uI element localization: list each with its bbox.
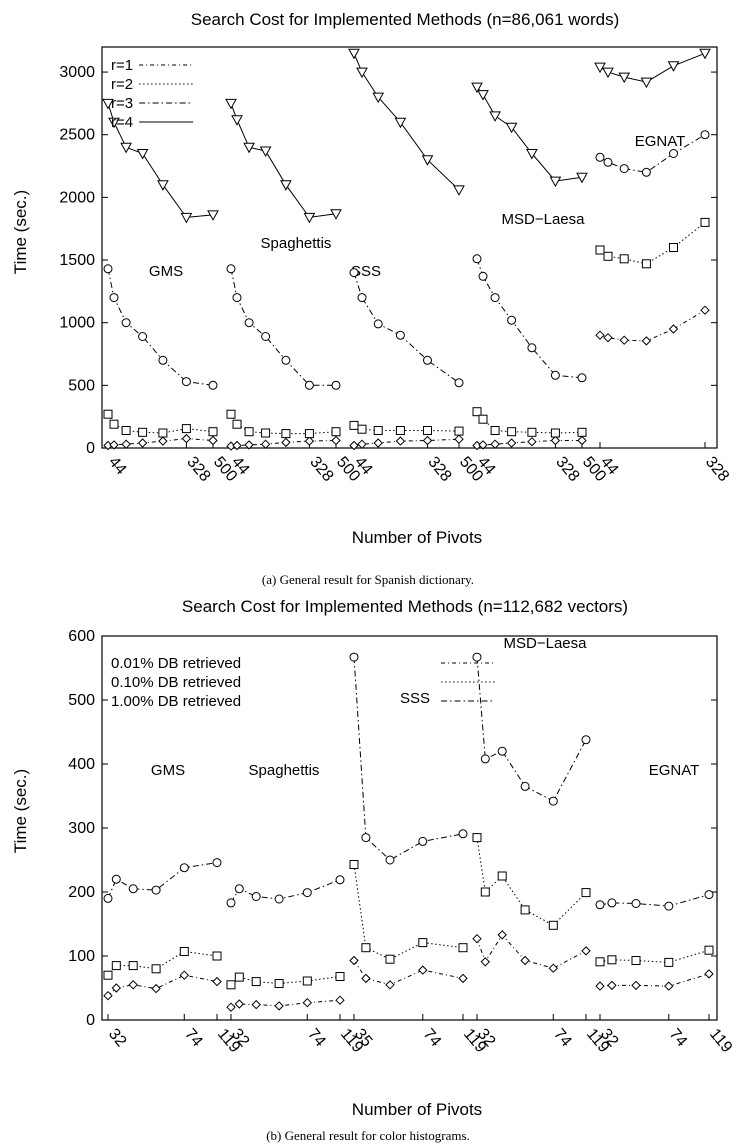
group-label: EGNAT xyxy=(649,762,700,779)
y-tick-label: 1500 xyxy=(59,252,95,269)
legend-entry-label: r=4 xyxy=(111,114,133,131)
legend-entry-label: 0.10% DB retrieved xyxy=(111,674,241,691)
x-tick-label: 328 xyxy=(702,454,732,485)
series-line-triangle-down xyxy=(354,53,459,190)
series-line-circle xyxy=(226,264,341,390)
series-line-square xyxy=(595,217,710,269)
x-tick-label: 44 xyxy=(105,454,130,479)
series-line-circle xyxy=(103,264,218,390)
group-label: MSD−Laesa xyxy=(504,635,588,652)
x-tick-label: 328 xyxy=(306,454,336,485)
y-tick-label: 2000 xyxy=(59,189,95,206)
legend-entry-label: r=3 xyxy=(111,95,133,112)
group-label: SSS xyxy=(400,690,430,707)
x-tick-label: 328 xyxy=(552,454,582,485)
chart-a-caption: (a) General result for Spanish dictionar… xyxy=(262,572,474,587)
x-tick-label: 74 xyxy=(304,1026,329,1051)
x-tick-label: 74 xyxy=(181,1026,206,1051)
chart-a: Search Cost for Implemented Methods (n=8… xyxy=(11,10,732,587)
series-line-square xyxy=(472,407,587,438)
plot-frame xyxy=(101,46,718,449)
chart-b-ylabel: Time (sec.) xyxy=(11,769,30,853)
series-line-triangle-down xyxy=(600,53,705,82)
series-line-diamond xyxy=(103,433,218,451)
series-line-square xyxy=(226,409,341,439)
group-label: MSD−Laesa xyxy=(502,211,586,228)
y-tick-label: 300 xyxy=(68,820,95,837)
chart-a-xlabel: Number of Pivots xyxy=(352,528,482,547)
series-line-circle xyxy=(472,254,587,383)
series-line-triangle-down xyxy=(231,103,336,217)
chart-b-caption: (b) General result for color histograms. xyxy=(266,1128,470,1143)
series-line-diamond xyxy=(472,930,591,973)
y-tick-label: 400 xyxy=(68,756,95,773)
series-line-circle xyxy=(349,268,464,388)
chart-b-title: Search Cost for Implemented Methods (n=1… xyxy=(182,597,628,616)
series-line-diamond xyxy=(349,434,464,451)
chart-b: Search Cost for Implemented Methods (n=1… xyxy=(11,597,735,1143)
group-label: Spaghettis xyxy=(261,235,332,252)
y-tick-label: 2500 xyxy=(59,127,95,144)
series-line-square xyxy=(103,409,218,438)
x-tick-label: 119 xyxy=(706,1026,735,1057)
legend-entry-label: r=2 xyxy=(111,76,133,93)
series-line-square xyxy=(349,420,464,436)
x-tick-label: 74 xyxy=(420,1026,445,1051)
series-line-diamond xyxy=(349,955,468,990)
x-tick-label: 328 xyxy=(183,454,213,485)
chart-b-xlabel: Number of Pivots xyxy=(352,1100,482,1119)
series-line-circle xyxy=(349,652,468,865)
series-line-triangle-down xyxy=(477,87,582,181)
chart-a-ylabel: Time (sec.) xyxy=(11,190,30,274)
x-tick-label: 74 xyxy=(666,1026,691,1051)
chart-a-title: Search Cost for Implemented Methods (n=8… xyxy=(191,10,620,29)
series-line-square xyxy=(226,972,345,990)
series-line-square xyxy=(103,947,222,980)
group-label: EGNAT xyxy=(635,133,686,150)
series-line-square xyxy=(595,945,714,967)
series-line-diamond xyxy=(226,995,345,1012)
y-tick-label: 0 xyxy=(86,1012,95,1029)
series-line-diamond xyxy=(595,305,710,346)
series-line-diamond xyxy=(103,970,222,1001)
legend-entry-label: 1.00% DB retrieved xyxy=(111,693,241,710)
y-tick-label: 500 xyxy=(68,692,95,709)
y-tick-label: 3000 xyxy=(59,64,95,81)
series-line-diamond xyxy=(472,435,587,451)
series-line-circle xyxy=(226,875,345,908)
group-label: Spaghettis xyxy=(249,762,320,779)
series-line-diamond xyxy=(226,435,341,451)
series-line-square xyxy=(349,860,468,964)
y-tick-label: 200 xyxy=(68,884,95,901)
legend-entry-label: 0.01% DB retrieved xyxy=(111,655,241,672)
series-line-circle xyxy=(595,890,714,911)
y-tick-label: 1000 xyxy=(59,315,95,332)
y-tick-label: 0 xyxy=(86,440,95,457)
x-tick-label: 74 xyxy=(550,1026,575,1051)
y-tick-label: 500 xyxy=(68,377,95,394)
y-tick-label: 100 xyxy=(68,948,95,965)
series-line-circle xyxy=(472,652,591,806)
group-label: GMS xyxy=(151,762,185,779)
series-line-circle xyxy=(103,858,222,903)
group-label: GMS xyxy=(149,263,183,280)
series-line-diamond xyxy=(595,969,714,991)
y-tick-label: 600 xyxy=(68,628,95,645)
legend-entry-label: r=1 xyxy=(111,57,133,74)
x-tick-label: 328 xyxy=(424,454,454,485)
series-line-square xyxy=(472,833,591,930)
series-line-triangle-down xyxy=(108,103,213,217)
x-tick-label: 32 xyxy=(105,1026,130,1051)
